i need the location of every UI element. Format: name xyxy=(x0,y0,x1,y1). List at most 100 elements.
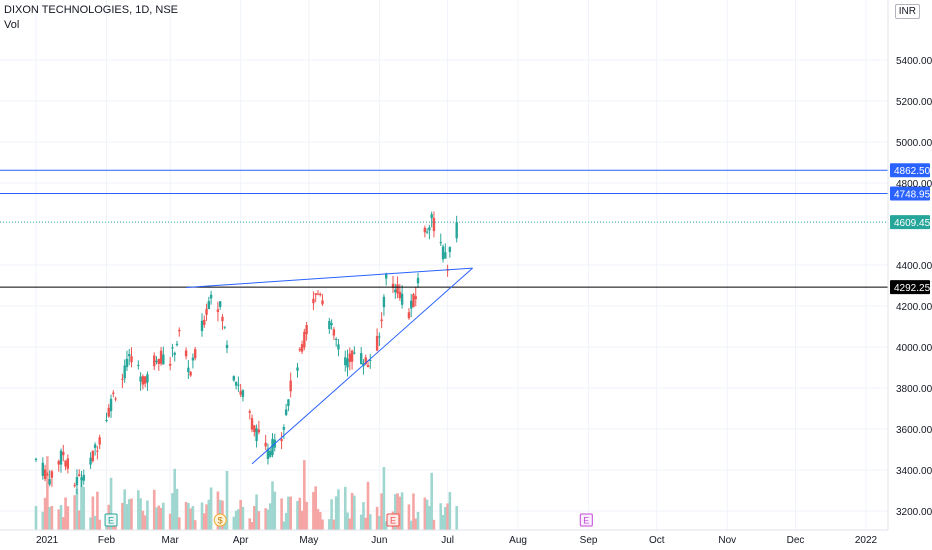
time-tick-label: 2021 xyxy=(36,535,59,546)
volume-bar xyxy=(296,501,299,530)
candle-body xyxy=(396,284,399,294)
volume-bar xyxy=(125,504,129,530)
candlestick-series xyxy=(34,211,458,495)
volume-bar xyxy=(334,496,338,530)
volume-bar xyxy=(187,503,190,530)
candle-body xyxy=(332,329,336,336)
volume-bar xyxy=(82,486,86,530)
volume-bar xyxy=(205,504,208,530)
candle-body xyxy=(298,349,301,351)
volume-bar xyxy=(77,510,81,530)
volume-bar xyxy=(241,506,245,530)
volume-bar xyxy=(280,498,283,530)
candle-body xyxy=(205,308,208,315)
candle-body xyxy=(319,293,322,296)
candle-body xyxy=(280,439,283,442)
candle-body xyxy=(398,291,402,299)
volume-bar xyxy=(330,499,333,530)
symbol-title[interactable]: DIXON TECHNOLOGIES, 1D, NSE xyxy=(4,4,179,16)
volume-bar xyxy=(257,511,261,530)
price-tick-label: 4000.00 xyxy=(896,343,932,354)
volume-bar xyxy=(414,518,418,530)
event-marker-earnings: E xyxy=(104,513,118,527)
candle-body xyxy=(369,360,372,362)
candle-body xyxy=(255,428,258,442)
candle-body xyxy=(105,420,108,422)
volume-bar xyxy=(328,519,331,530)
candle-body xyxy=(34,458,38,460)
candle-body xyxy=(410,300,413,309)
candle-body xyxy=(441,246,445,260)
candle-body xyxy=(380,319,383,322)
candle-body xyxy=(82,474,85,481)
candle-body xyxy=(232,376,236,381)
price-tick-label: 3200.00 xyxy=(896,507,932,518)
volume-bar xyxy=(127,499,131,530)
candle-body xyxy=(155,360,158,363)
candle-body xyxy=(225,344,229,349)
candle-body xyxy=(428,227,431,231)
price-tick-label: 3800.00 xyxy=(896,384,932,395)
volume-bar xyxy=(239,499,242,530)
candle-body xyxy=(425,231,429,233)
volume-bar xyxy=(130,498,133,530)
candle-body xyxy=(130,356,133,363)
volume-legend[interactable]: Vol xyxy=(4,19,20,31)
volume-bar xyxy=(59,505,63,530)
candle-body xyxy=(353,352,356,354)
volume-bar xyxy=(375,506,379,530)
volume-bar xyxy=(348,518,352,530)
candle-body xyxy=(107,407,110,417)
candle-body xyxy=(271,438,274,455)
candle-body xyxy=(125,358,129,368)
volume-bar xyxy=(234,510,238,530)
volume-bar xyxy=(66,506,70,530)
volume-bar xyxy=(428,506,431,530)
time-tick-label: Dec xyxy=(787,535,805,546)
candle-body xyxy=(200,320,204,332)
candle-body xyxy=(444,252,447,259)
time-tick-label: Nov xyxy=(718,535,736,546)
candle-body xyxy=(287,399,290,406)
currency-badge[interactable]: INR xyxy=(894,4,920,19)
volume-bar xyxy=(175,488,179,530)
candle-body xyxy=(46,474,49,476)
volume-bar xyxy=(321,519,324,530)
candle-body xyxy=(89,457,92,465)
candle-body xyxy=(282,427,286,430)
candle-body xyxy=(412,294,415,308)
candle-body xyxy=(43,469,47,479)
volume-bar xyxy=(143,515,147,530)
volume-bar xyxy=(362,502,365,530)
volume-bar xyxy=(73,495,76,530)
candle-body xyxy=(321,300,324,305)
price-tick-label: 3400.00 xyxy=(896,466,932,477)
volume-bar xyxy=(46,456,49,530)
time-tick-label: 2022 xyxy=(855,535,878,546)
candle-body xyxy=(264,442,267,447)
candle-body xyxy=(239,391,242,395)
candle-body xyxy=(430,214,433,219)
candle-body xyxy=(64,460,67,467)
volume-bar xyxy=(34,506,38,530)
volume-bar xyxy=(64,497,67,530)
candle-body xyxy=(112,392,115,394)
candle-body xyxy=(114,398,117,400)
volume-bar xyxy=(305,501,308,530)
candle-body xyxy=(303,331,306,348)
candle-body xyxy=(189,371,192,376)
volume-bar xyxy=(312,491,315,530)
volume-bar xyxy=(173,468,177,530)
event-markers: E $ E E xyxy=(104,513,593,527)
volume-bar xyxy=(255,494,258,530)
volume-bar xyxy=(266,509,270,530)
event-marker-earnings-upcoming: E xyxy=(579,513,593,527)
candle-body xyxy=(407,312,411,319)
candle-body xyxy=(207,301,211,310)
candle-body xyxy=(137,364,140,366)
volume-bar xyxy=(200,502,204,530)
volume-bar xyxy=(159,507,163,530)
volume-bar xyxy=(209,487,213,530)
candle-body xyxy=(296,367,299,371)
